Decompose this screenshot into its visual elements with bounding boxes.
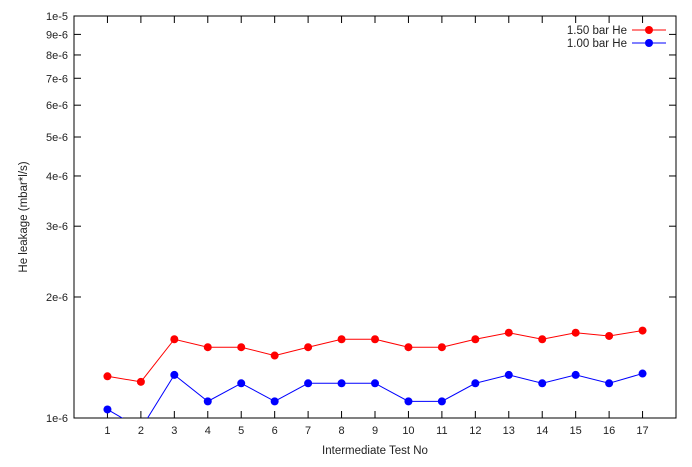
x-tick-label: 6 [272,425,278,437]
data-point [203,397,212,406]
y-axis-ticks: 1e-6 2e-6 3e-6 4e-6 5e-6 6e-6 7e-6 8e-6 9e-6 1e-5 [46,11,676,425]
x-tick-label: 1 [104,425,110,437]
x-tick-label: 9 [372,425,378,437]
x-tick-label: 14 [536,425,548,437]
data-point [371,379,379,388]
y-tick-label: 3e-6 [46,221,68,233]
x-axis-ticks: 1 2 3 4 5 6 7 8 9 10 11 12 13 14 15 16 17 [104,16,649,437]
x-axis-title: Intermediate Test No [322,445,428,457]
data-point [237,343,246,352]
y-tick-label: 5e-6 [46,132,68,144]
data-point [337,335,346,344]
legend-label: 1.00 bar He [567,38,627,50]
x-tick-label: 12 [469,425,481,437]
data-point [437,343,446,352]
x-tick-label: 5 [238,425,244,437]
y-tick-label: 1e-6 [46,413,68,425]
data-point [304,379,313,388]
data-point [638,369,647,378]
plot-frame [73,15,677,419]
data-point [304,343,313,352]
data-point [404,343,413,352]
data-point [136,377,145,386]
legend-marker [645,26,653,34]
x-tick-label: 10 [402,425,414,437]
x-tick-label: 2 [138,425,144,437]
x-tick-label: 16 [603,425,615,437]
x-tick-label: 3 [171,425,177,437]
legend-marker [645,39,653,47]
legend-label: 1.50 bar He [567,25,627,37]
y-tick-label: 2e-6 [46,292,68,304]
y-tick-label: 8e-6 [46,50,68,62]
data-point [538,335,547,344]
data-point [170,370,179,379]
x-tick-label: 8 [338,425,344,437]
data-point [471,335,480,344]
data-point [571,370,580,379]
x-tick-label: 4 [205,425,211,437]
data-point [170,335,179,344]
data-point [270,351,279,360]
series-layer [103,326,647,418]
y-tick-label: 7e-6 [46,73,68,85]
x-tick-label: 7 [305,425,311,437]
y-tick-label: 1e-5 [46,11,68,23]
data-point [203,343,212,352]
data-point [504,370,513,379]
data-point [103,372,112,381]
data-point [437,397,446,406]
x-tick-label: 17 [636,425,648,437]
data-point [571,328,580,337]
data-point [638,326,647,335]
y-axis-title: He leakage (mbar*l/s) [18,161,30,272]
x-tick-label: 11 [436,425,447,437]
data-point [337,379,346,388]
x-tick-label: 15 [570,425,582,437]
data-point [371,335,379,344]
data-point [404,397,413,406]
data-point [504,328,513,337]
data-point [605,379,614,388]
data-point [605,331,614,340]
data-point [471,379,480,388]
data-point [103,405,112,414]
data-point [270,397,279,406]
legend: 1.50 bar He1.00 bar He [567,25,666,50]
x-tick-label: 13 [503,425,515,437]
data-point [538,379,547,388]
y-tick-label: 4e-6 [46,171,68,183]
data-point [237,379,246,388]
y-tick-label: 9e-6 [46,29,68,41]
y-tick-label: 6e-6 [46,100,68,112]
